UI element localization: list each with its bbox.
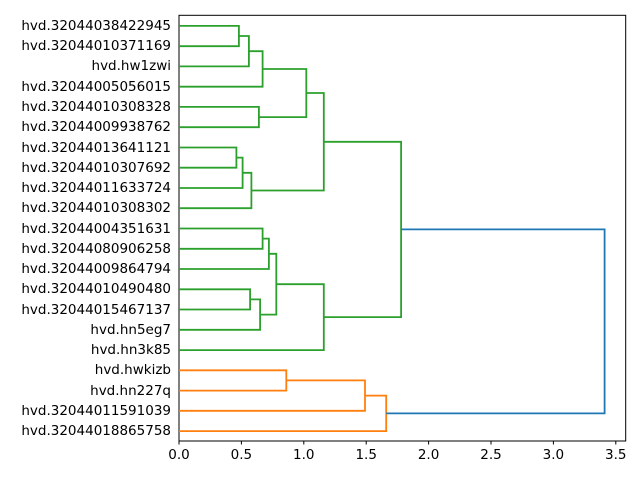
leaf-label-1: hvd.32044010371169 (21, 38, 171, 55)
leaf-label-9: hvd.32044010308302 (21, 200, 171, 217)
leaf-label-13: hvd.32044010490480 (21, 281, 171, 298)
leaf-label-0: hvd.32044038422945 (21, 17, 171, 34)
leaf-label-6: hvd.32044013641121 (21, 139, 171, 156)
x-tick-label-3.0: 3.0 (542, 447, 565, 463)
x-tick-label-2.0: 2.0 (417, 447, 440, 463)
leaf-label-15: hvd.hn5eg7 (90, 321, 171, 338)
dendrogram-link-M14 (179, 283, 325, 351)
leaf-label-3: hvd.32044005056015 (21, 78, 171, 95)
x-tick-label-0.5: 0.5 (230, 447, 253, 463)
dendrogram-link-M8 (251, 92, 325, 192)
dendrogram-link-M7 (179, 171, 253, 210)
dendrogram-link-M3 (179, 106, 260, 129)
dendrogram-link-M12 (179, 298, 261, 331)
dendrogram-link-M10 (179, 237, 270, 270)
dendrogram-link-M2 (179, 50, 264, 88)
dendrogram-link-M15 (323, 140, 402, 318)
x-tick-label-1.5: 1.5 (355, 447, 377, 463)
leaf-label-20: hvd.32044018865758 (21, 423, 171, 440)
leaf-label-2: hvd.hw1zwi (91, 58, 171, 75)
dendrogram-link-M19 (386, 228, 606, 415)
leaf-label-19: hvd.32044011591039 (21, 402, 171, 419)
leaf-label-14: hvd.32044015467137 (21, 301, 171, 318)
x-tick-label-2.5: 2.5 (480, 447, 502, 463)
dendrogram-link-M18 (179, 394, 388, 432)
leaf-label-7: hvd.32044010307692 (21, 159, 171, 176)
leaf-label-8: hvd.32044011633724 (21, 180, 171, 196)
leaf-label-18: hvd.hn227q (90, 382, 171, 399)
leaf-label-4: hvd.32044010308328 (21, 98, 171, 115)
x-tick-label-0.0: 0.0 (168, 447, 190, 463)
leaf-label-10: hvd.32044004351631 (21, 220, 171, 237)
dendrogram-link-M17 (179, 379, 366, 412)
leaf-label-11: hvd.32044080906258 (21, 240, 171, 257)
x-tick-label-3.5: 3.5 (605, 447, 627, 463)
dendrogram-link-M16 (179, 369, 288, 392)
leaf-label-5: hvd.32044009938762 (21, 119, 171, 136)
x-tick-label-1.0: 1.0 (293, 447, 315, 463)
leaf-label-12: hvd.32044009864794 (21, 261, 171, 277)
dendrogram-link-M0 (179, 25, 240, 48)
dendrogram-link-M5 (179, 146, 238, 169)
dendrogram-link-M11 (179, 288, 251, 311)
leaf-label-16: hvd.hn3k85 (90, 342, 171, 359)
leaf-label-17: hvd.hwkizb (94, 362, 171, 379)
dendrogram-link-M6 (179, 156, 244, 189)
dendrogram-link-M4 (258, 68, 308, 118)
dendrogram-link-M9 (179, 227, 264, 250)
